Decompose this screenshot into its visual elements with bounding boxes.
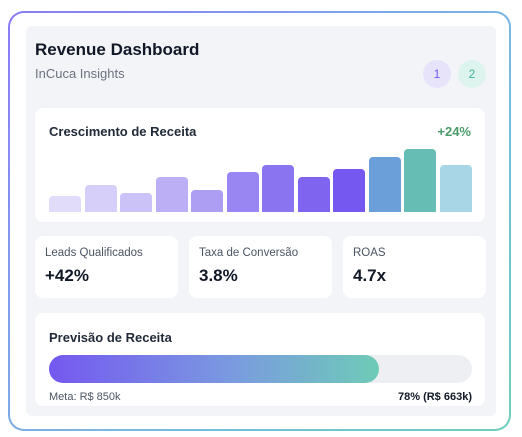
kpi-value: 3.8% [199, 266, 238, 285]
kpi-label: Taxa de Conversão [199, 247, 299, 259]
growth-bar [85, 185, 117, 212]
forecast-progress-track [49, 355, 472, 383]
forecast-progress-fill [49, 355, 379, 383]
growth-bar [227, 172, 259, 212]
revenue-growth-bars [49, 148, 472, 212]
dashboard-frame: Revenue Dashboard InCuca Insights 1 2 Cr… [8, 11, 511, 431]
revenue-forecast-title: Previsão de Receita [49, 330, 172, 345]
growth-bar [404, 149, 436, 212]
kpi-value: +42% [45, 266, 89, 285]
dashboard-panel: Revenue Dashboard InCuca Insights 1 2 Cr… [26, 26, 496, 416]
kpi-label: Leads Qualificados [45, 247, 143, 259]
kpi-card-leads: Leads Qualificados +42% [35, 236, 178, 298]
kpi-card-roas: ROAS 4.7x [343, 236, 486, 298]
growth-bar [298, 177, 330, 212]
dashboard-card: Revenue Dashboard InCuca Insights 1 2 Cr… [10, 13, 509, 429]
growth-bar [156, 177, 188, 212]
page-subtitle: InCuca Insights [35, 66, 125, 81]
growth-bar [49, 196, 81, 212]
growth-bar [369, 157, 401, 212]
page-title: Revenue Dashboard [35, 40, 200, 59]
growth-bar [440, 165, 472, 212]
revenue-growth-title: Crescimento de Receita [49, 124, 197, 139]
growth-bar [191, 190, 223, 212]
revenue-forecast-card: Previsão de Receita Meta: R$ 850k 78% (R… [35, 313, 485, 406]
revenue-growth-change: +24% [437, 124, 471, 139]
forecast-progress-label: 78% (R$ 663k) [398, 391, 472, 403]
kpi-label: ROAS [353, 247, 386, 259]
page-button-2[interactable]: 2 [458, 60, 486, 88]
kpi-value: 4.7x [353, 266, 387, 285]
growth-bar [262, 165, 294, 212]
growth-bar [120, 193, 152, 212]
page-button-1[interactable]: 1 [423, 60, 451, 88]
forecast-target: Meta: R$ 850k [49, 391, 121, 403]
kpi-card-conversion: Taxa de Conversão 3.8% [189, 236, 332, 298]
growth-bar [333, 169, 365, 212]
revenue-growth-card: Crescimento de Receita +24% [35, 108, 485, 222]
